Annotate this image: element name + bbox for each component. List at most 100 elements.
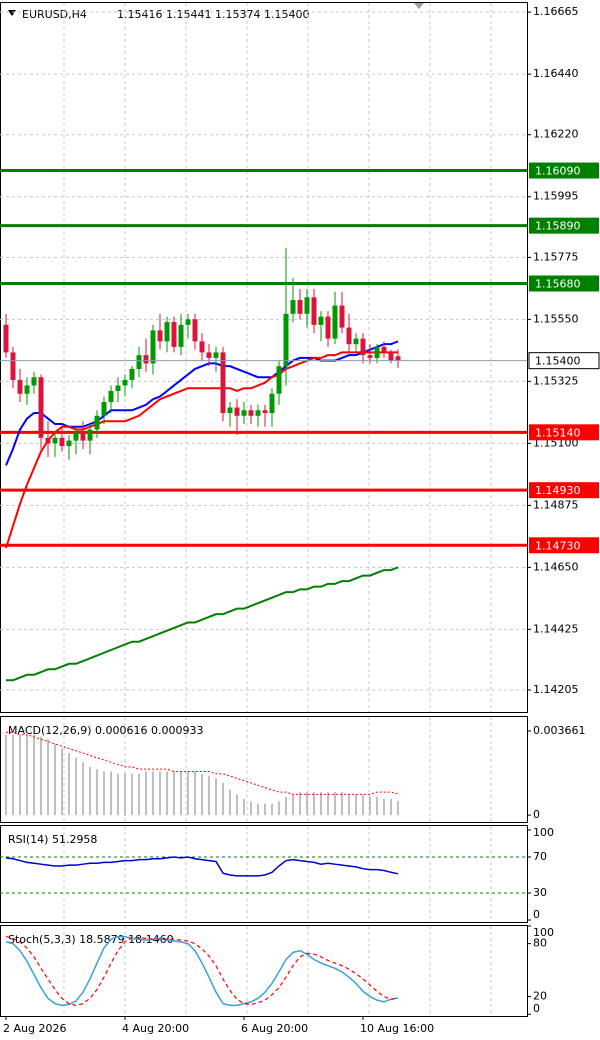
level-label: 1.15680 [535, 278, 581, 291]
macd-bar [327, 792, 329, 816]
macd-bar [334, 792, 336, 816]
candle-body [206, 352, 212, 358]
candle-body [108, 390, 114, 403]
macd-bar [362, 794, 364, 816]
macd-bar [208, 776, 210, 816]
level-label-bg [529, 424, 599, 441]
macd-bar [348, 794, 350, 816]
macd-bar [250, 801, 252, 816]
level-label: 1.15140 [535, 426, 581, 439]
shift-marker[interactable] [414, 3, 424, 9]
macd-bar [271, 803, 273, 816]
macd-bar [75, 757, 77, 816]
candle-body [101, 402, 107, 416]
level-label: 1.14730 [535, 539, 581, 552]
candle-body [45, 437, 51, 444]
macd-bar [243, 799, 245, 816]
candle-body [374, 346, 380, 358]
candle-body [157, 330, 163, 342]
candle-body [94, 415, 100, 430]
level-label-bg [529, 537, 599, 554]
level-label-bg [529, 482, 599, 499]
macd-bar [131, 773, 133, 816]
y-tick-label: 0 [533, 1002, 540, 1015]
macd-bar [229, 789, 231, 816]
candle-body [353, 338, 359, 345]
y-tick-label: 0 [533, 908, 540, 921]
macd-bar [47, 739, 49, 816]
candle-body [52, 437, 58, 444]
candle-body [66, 440, 72, 447]
candle-body [199, 341, 205, 353]
y-tick-label: 100 [533, 926, 554, 939]
y-tick-label: 80 [533, 937, 547, 950]
candle-body [17, 379, 23, 394]
candle-body [171, 322, 177, 347]
y-tick-label: 100 [533, 826, 554, 839]
y-tick-label: 1.15550 [533, 312, 579, 325]
candle-body [311, 297, 317, 325]
candle-body [325, 316, 331, 339]
indicator-label: Stoch(5,3,3) 18.5879 18.1460 [8, 933, 174, 946]
candle-body [185, 319, 191, 325]
level-label-bg [529, 217, 599, 234]
y-tick-label: 20 [533, 990, 547, 1003]
candle-body [178, 324, 184, 347]
macd-bar [117, 773, 119, 816]
candle-body [59, 437, 65, 447]
macd-bar [145, 771, 147, 816]
candle-body [73, 432, 79, 441]
level-label: 1.16090 [535, 165, 581, 178]
macd-bar [124, 773, 126, 816]
menu-arrow[interactable] [8, 10, 16, 16]
indicator-line [5, 935, 399, 1007]
macd-bar [173, 771, 175, 816]
y-tick-label: 1.14650 [533, 560, 579, 573]
x-tick-label: 10 Aug 16:00 [360, 1022, 434, 1035]
candle-body [3, 324, 9, 353]
macd-bar [166, 771, 168, 816]
macd-bar [341, 792, 343, 816]
macd-bar [159, 771, 161, 816]
indicator-line [6, 566, 399, 682]
macd-bar [236, 794, 238, 816]
macd-bar [40, 736, 42, 816]
candle-body [241, 410, 247, 416]
y-tick-label: 0.003661 [533, 724, 586, 737]
y-tick-label: 1.16665 [533, 5, 579, 18]
candle-body [276, 366, 282, 394]
candle-body [318, 316, 324, 325]
candle-body [192, 319, 198, 342]
panel-frame [0, 716, 528, 823]
chart-subtitle: 1.15416 1.15441 1.15374 1.15400 [117, 8, 309, 21]
candle-body [122, 379, 128, 386]
macd-bar [12, 734, 14, 816]
candle-body [332, 305, 338, 339]
y-tick-label: 1.14425 [533, 622, 579, 635]
macd-bar [5, 734, 7, 816]
indicator-line [5, 936, 399, 1007]
macd-bar [26, 734, 28, 816]
candle-body [164, 322, 170, 342]
indicator-label: RSI(14) 51.2958 [8, 833, 97, 846]
macd-bar [292, 794, 294, 816]
last-price-bg [528, 352, 600, 370]
candle-body [115, 385, 121, 391]
macd-bar [278, 801, 280, 816]
macd-bar [103, 771, 105, 816]
macd-bar [138, 773, 140, 816]
level-label: 1.14930 [535, 484, 581, 497]
y-tick-label: 1.15995 [533, 190, 579, 203]
macd-bar [222, 782, 224, 816]
x-tick-label: 4 Aug 20:00 [122, 1022, 189, 1035]
macd-bar [180, 771, 182, 816]
candle-body [136, 355, 142, 369]
macd-bar [89, 766, 91, 816]
last-price-label: 1.15400 [535, 355, 581, 368]
y-tick-label: 0 [533, 808, 540, 821]
macd-bar [355, 794, 357, 816]
macd-bar [19, 734, 21, 816]
candle-body [339, 305, 345, 328]
